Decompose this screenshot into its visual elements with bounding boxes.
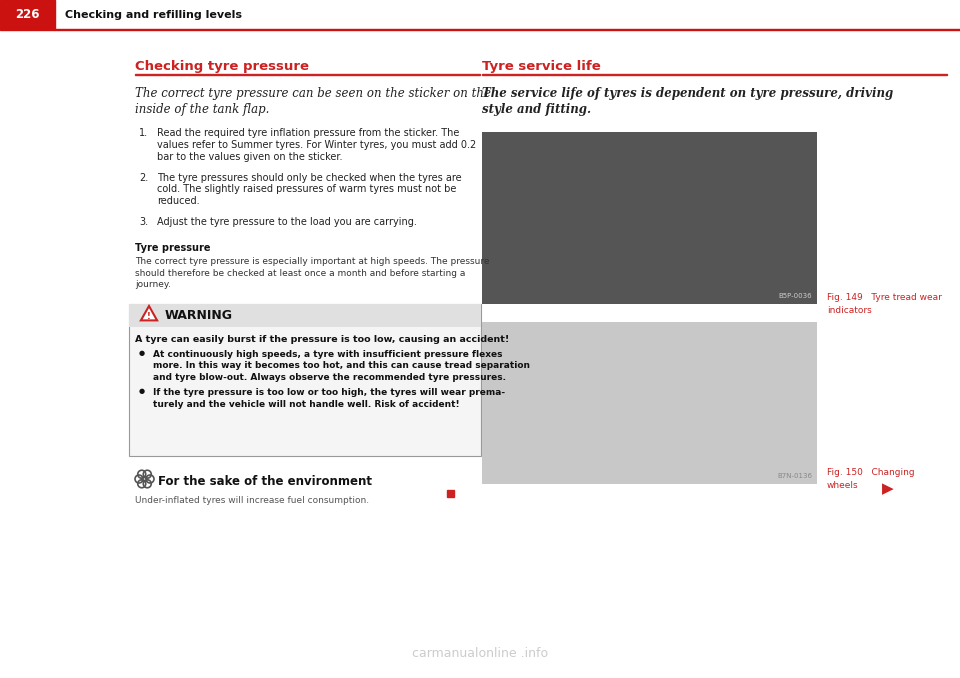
Bar	[447, 490, 453, 496]
Text: more. In this way it becomes too hot, and this can cause tread separation: more. In this way it becomes too hot, an…	[153, 361, 530, 370]
Text: reduced.: reduced.	[157, 196, 200, 206]
Text: B7N-0136: B7N-0136	[777, 473, 812, 479]
Text: The tyre pressures should only be checked when the tyres are: The tyre pressures should only be checke…	[157, 173, 462, 183]
Text: cold. The slightly raised pressures of warm tyres must not be: cold. The slightly raised pressures of w…	[157, 184, 456, 195]
Text: ●: ●	[139, 388, 145, 394]
Text: turely and the vehicle will not handle well. Risk of accident!: turely and the vehicle will not handle w…	[153, 399, 460, 409]
Text: WARNING: WARNING	[165, 308, 233, 321]
Text: values refer to Summer tyres. For Winter tyres, you must add 0.2: values refer to Summer tyres. For Winter…	[157, 140, 476, 150]
Bar	[129, 304, 481, 456]
Text: and tyre blow-out. Always observe the recommended tyre pressures.: and tyre blow-out. Always observe the re…	[153, 372, 506, 382]
Text: Tyre pressure: Tyre pressure	[135, 243, 210, 253]
Text: style and fitting.: style and fitting.	[482, 104, 591, 117]
Text: ▶: ▶	[882, 481, 894, 496]
Bar	[482, 321, 817, 483]
Bar	[0, 0, 55, 30]
Text: 226: 226	[15, 9, 39, 22]
Text: bar to the values given on the sticker.: bar to the values given on the sticker.	[157, 151, 343, 161]
Text: Fig. 150   Changing: Fig. 150 Changing	[827, 468, 915, 477]
Text: Tyre service life: Tyre service life	[482, 60, 601, 73]
Text: indicators: indicators	[827, 306, 872, 315]
Bar	[129, 304, 481, 327]
Text: At continuously high speeds, a tyre with insufficient pressure flexes: At continuously high speeds, a tyre with…	[153, 349, 502, 359]
Text: journey.: journey.	[135, 280, 171, 289]
Bar	[482, 132, 817, 304]
Text: A tyre can easily burst if the pressure is too low, causing an accident!: A tyre can easily burst if the pressure …	[135, 334, 509, 344]
Text: Fig. 149   Tyre tread wear: Fig. 149 Tyre tread wear	[827, 294, 942, 302]
Bar	[482, 74, 947, 75]
Text: carmanualonline .info: carmanualonline .info	[412, 647, 548, 660]
Text: The correct tyre pressure is especially important at high speeds. The pressure: The correct tyre pressure is especially …	[135, 257, 490, 266]
Text: Checking and refilling levels: Checking and refilling levels	[65, 10, 242, 20]
Text: Under-inflated tyres will increase fuel consumption.: Under-inflated tyres will increase fuel …	[135, 496, 370, 504]
Text: If the tyre pressure is too low or too high, the tyres will wear prema-: If the tyre pressure is too low or too h…	[153, 388, 505, 397]
Text: !: !	[147, 311, 151, 321]
Text: 2.: 2.	[139, 173, 148, 183]
Text: inside of the tank flap.: inside of the tank flap.	[135, 104, 270, 117]
Text: Read the required tyre inflation pressure from the sticker. The: Read the required tyre inflation pressur…	[157, 129, 460, 138]
Text: For the sake of the environment: For the sake of the environment	[158, 475, 372, 487]
Bar	[135, 74, 480, 75]
Text: ●: ●	[139, 349, 145, 355]
Text: Adjust the tyre pressure to the load you are carrying.: Adjust the tyre pressure to the load you…	[157, 218, 417, 228]
Text: should therefore be checked at least once a month and before starting a: should therefore be checked at least onc…	[135, 268, 466, 277]
Text: Checking tyre pressure: Checking tyre pressure	[135, 60, 309, 73]
Text: The service life of tyres is dependent on tyre pressure, driving: The service life of tyres is dependent o…	[482, 87, 893, 100]
Text: wheels: wheels	[827, 481, 858, 490]
Polygon shape	[141, 306, 157, 321]
Text: 1.: 1.	[139, 129, 148, 138]
Text: 3.: 3.	[139, 218, 148, 228]
Text: B5P-0036: B5P-0036	[779, 294, 812, 300]
Bar	[55, 28, 960, 30]
Text: The correct tyre pressure can be seen on the sticker on the: The correct tyre pressure can be seen on…	[135, 87, 491, 100]
